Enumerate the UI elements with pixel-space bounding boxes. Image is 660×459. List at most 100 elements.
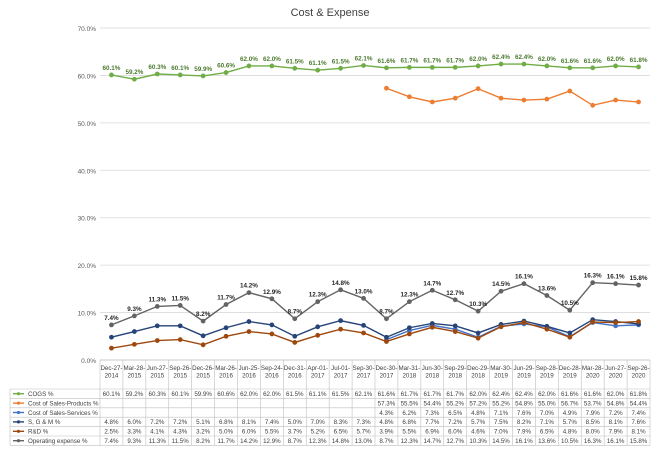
table-cell: 57.2% [469,400,487,407]
data-point [292,65,298,71]
table-cell: 6.8% [402,419,417,426]
data-label: 61.7% [400,57,418,64]
x-tick-label: Mar-31-2018 [399,365,421,380]
data-label: 16.1% [515,274,533,281]
table-cell: 3.7% [288,429,303,436]
table-cell: 61.7% [424,391,442,398]
table-cell: 7.0% [540,410,555,417]
table-cell: 5.5% [402,429,417,436]
data-point [429,324,435,330]
data-point [223,70,229,75]
data-point [613,281,619,287]
data-label: 11.3% [149,296,167,303]
table-cell: 4.3% [379,410,394,417]
x-tick-label: Dec-31-2016 [284,365,306,380]
data-point [315,299,321,305]
table-cell: 5.7% [356,429,371,436]
data-point [200,342,206,348]
data-point [636,319,641,324]
legend-entry: S, G & M % [28,419,61,426]
data-point [475,86,481,92]
table-cell: 7.2% [173,419,188,426]
table-cell: 7.1% [494,410,509,417]
data-point [406,299,412,305]
table-cell: 55.2% [492,400,510,407]
data-point [567,307,573,313]
y-axis: 0.0% 10.0% 20.0% 30.0% 40.0% 50.0% 60.0% 70.0% [78,26,97,365]
table-cell: 62.1% [355,391,373,398]
legend-entry: Operating expense % [28,438,88,445]
table-cell: 4.8% [379,419,394,426]
data-point [109,345,114,351]
data-point [315,332,321,338]
table-cell: 10.5% [561,438,579,445]
data-label: 16.3% [584,273,602,280]
data-label: 14.2% [240,283,258,290]
table-cell: 6.0% [127,419,142,426]
data-label: 59.9% [194,66,212,73]
data-point [246,290,252,296]
data-point [406,64,412,70]
x-tick-label: Sep-26-2020 [628,365,650,380]
series-2 [384,320,641,343]
data-point [498,324,504,330]
y-tick-label: 40.0% [78,168,97,175]
data-label: 14.5% [492,281,510,288]
table-cell: 11.3% [149,438,167,445]
table-cell: 61.7% [401,391,419,398]
x-tick-label: Sep-30-2017 [353,365,375,380]
table-cell: 62.0% [240,391,258,398]
data-point [521,320,527,325]
table-cell: 8.1% [609,419,624,426]
series-line [111,281,639,326]
data-label: 62.0% [263,56,281,63]
data-point [521,281,527,287]
data-point [269,322,275,328]
table-cell: 7.4% [104,438,119,445]
data-point [223,333,229,339]
series-line [111,318,639,339]
data-point [452,95,458,101]
table-cell: 4.6% [471,429,486,436]
data-point [613,320,619,325]
data-label: 9.3% [127,306,142,313]
table-cell: 5.2% [311,429,326,436]
table-cell: 56.7% [561,400,579,407]
data-point [544,96,550,102]
data-point [223,302,229,307]
table-cell: 6.5% [334,429,349,436]
table-cell: 4.8% [563,429,578,436]
series-3 [109,317,641,340]
data-label: 10.3% [469,301,487,308]
table-cell: 16.3% [584,438,602,445]
data-point [269,331,275,337]
legend-key-marker [16,429,21,433]
table-cell: 60.1% [103,391,121,398]
data-point [177,323,183,329]
data-point [200,73,206,79]
table-cell: 61.6% [378,391,396,398]
data-label: 60.3% [148,64,166,71]
series-4 [109,319,641,351]
data-point [361,63,366,68]
series-line [386,87,639,107]
x-tick-label: Mar-26-2016 [215,365,237,380]
table-cell: 5.7% [471,419,486,426]
data-label: 60.6% [217,63,235,70]
table-cell: 5.5% [265,429,280,436]
table-cell: 6.5% [448,410,463,417]
table-cell: 6.5% [540,429,555,436]
data-label: 15.8% [630,275,648,282]
table-cell: 60.1% [171,391,189,398]
data-label: 60.1% [103,65,121,72]
table-cell: 3.9% [379,429,394,436]
table-cell: 4.9% [563,410,578,417]
data-point [269,296,275,302]
table-cell: 3.2% [196,429,211,436]
data-point [131,341,137,347]
table-cell: 4.8% [104,419,119,426]
data-label: 13.0% [355,288,373,295]
x-tick-label: Dec-28-2019 [559,365,581,380]
x-tick-label: Dec-27-2014 [100,365,122,380]
